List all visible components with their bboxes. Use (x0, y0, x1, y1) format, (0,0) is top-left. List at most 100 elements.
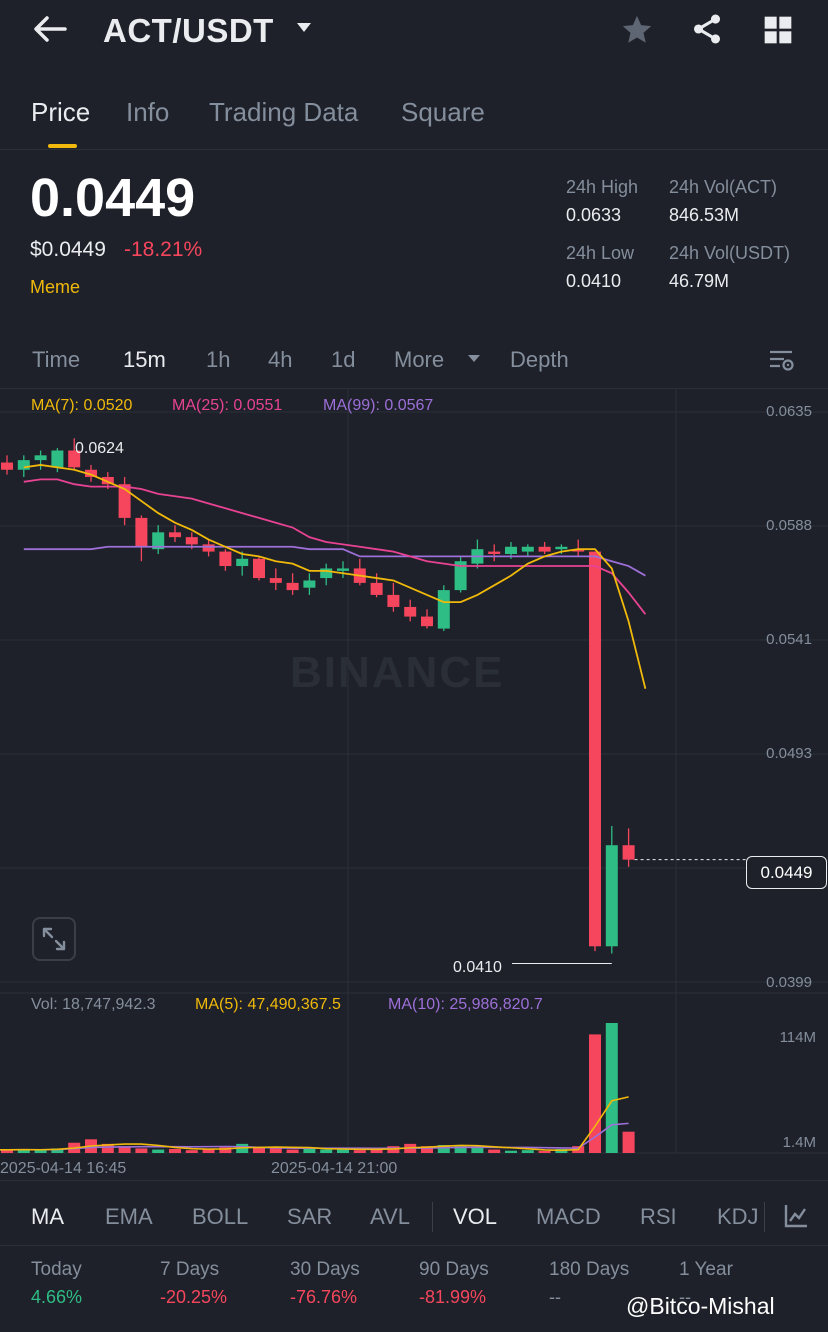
volume-bar (437, 1145, 450, 1153)
volume-bar (303, 1148, 316, 1153)
volume-bar (589, 1034, 601, 1153)
candle-body (555, 546, 568, 550)
share-icon[interactable] (690, 12, 724, 46)
interval-1h[interactable]: 1h (206, 347, 231, 372)
chart-line-icon[interactable] (783, 1203, 809, 1229)
interval-more[interactable]: More (394, 347, 445, 372)
perf-value: -- (549, 1287, 561, 1307)
chart-settings-icon[interactable] (768, 349, 796, 373)
volume-bar (152, 1149, 165, 1153)
candle-body (404, 606, 417, 617)
ma7-line (23, 464, 647, 689)
divider (0, 388, 828, 389)
caret-down-icon[interactable] (467, 354, 481, 364)
candlestick-chart[interactable] (0, 388, 828, 1178)
volume-bar (605, 1023, 618, 1153)
caret-down-icon[interactable] (296, 22, 312, 34)
candle-body (605, 845, 618, 947)
candle-body (34, 455, 47, 461)
candle-body (505, 546, 517, 554)
perf-value: -76.76% (290, 1287, 358, 1307)
candle-body (1, 462, 13, 470)
perf-value: -20.25% (160, 1287, 228, 1307)
indicator-ma[interactable]: MA (31, 1204, 64, 1229)
candle-body (589, 551, 601, 947)
volume-bar (538, 1151, 551, 1153)
volume-bar (370, 1149, 383, 1153)
star-icon[interactable] (620, 13, 654, 47)
indicator-sar[interactable]: SAR (287, 1204, 333, 1229)
interval-15m[interactable]: 15m (123, 347, 166, 372)
perf-label: 180 Days (549, 1259, 630, 1280)
y-axis-label: 0.0399 (766, 974, 812, 991)
perf-label: 1 Year (679, 1259, 733, 1280)
divider (0, 149, 828, 150)
interval-4h[interactable]: 4h (268, 347, 293, 372)
price-change: -18.21% (124, 238, 203, 261)
volume-bar (135, 1148, 148, 1153)
volume-bar (421, 1146, 433, 1153)
indicator-boll[interactable]: BOLL (192, 1204, 249, 1229)
y-axis-label: 0.0493 (766, 745, 812, 762)
indicator-macd[interactable]: MACD (536, 1204, 601, 1229)
candle-body (337, 568, 349, 571)
tab-trading-data[interactable]: Trading Data (209, 97, 359, 127)
volume-bar (118, 1146, 131, 1153)
perf-value: -81.99% (419, 1287, 487, 1307)
candle-body (219, 551, 232, 567)
candle-body (572, 549, 585, 552)
candle-body (370, 582, 383, 595)
candle-body (152, 532, 165, 550)
ma25-legend: MA(25): 0.0551 (172, 397, 283, 414)
candle-body (320, 568, 333, 579)
candle-body (454, 561, 467, 591)
active-tab-indicator (48, 144, 77, 148)
tab-price[interactable]: Price (31, 97, 91, 127)
tab-square[interactable]: Square (401, 97, 485, 127)
category-tag[interactable]: Meme (30, 277, 81, 297)
indicator-kdj[interactable]: KDJ (717, 1204, 759, 1229)
volume-ma5-line (0, 1096, 629, 1152)
ma99-line (23, 545, 646, 577)
candle-body (488, 551, 501, 554)
indicator-vol[interactable]: VOL (453, 1204, 498, 1229)
interval-time[interactable]: Time (32, 347, 81, 372)
candle-body (286, 582, 299, 591)
vol-base-label: 24h Vol(ACT) (669, 177, 778, 197)
tab-info[interactable]: Info (126, 97, 170, 127)
volume-bar (337, 1149, 349, 1153)
indicator-separator (764, 1202, 765, 1232)
high-marker-label: 0.0624 (75, 440, 124, 457)
candle-body (85, 469, 97, 477)
volume-bar (253, 1147, 265, 1153)
current-price-tag: 0.0449 (746, 856, 827, 889)
candle-body (202, 544, 215, 552)
perf-value: -- (679, 1287, 691, 1307)
indicator-avl[interactable]: AVL (370, 1204, 410, 1229)
time-axis-label: 2025-04-14 16:45 (0, 1160, 127, 1177)
candle-body (101, 476, 114, 485)
credit-watermark: @Bitco-Mishal (626, 1293, 775, 1319)
interval-depth[interactable]: Depth (510, 347, 569, 372)
indicator-ema[interactable]: EMA (105, 1204, 153, 1229)
ma7-legend: MA(7): 0.0520 (31, 397, 133, 414)
volume-ma10-legend: MA(10): 25,986,820.7 (388, 996, 543, 1013)
candle-body (538, 546, 551, 552)
candle-body (236, 558, 249, 567)
low-value: 0.0410 (566, 271, 622, 291)
volume-bar (471, 1147, 484, 1153)
y-axis-label: 0.0541 (766, 631, 812, 648)
indicator-separator (432, 1202, 433, 1232)
pair-title[interactable]: ACT/USDT (103, 12, 274, 49)
perf-value: 4.66% (31, 1287, 83, 1307)
time-axis-label: 2025-04-14 21:00 (271, 1160, 398, 1177)
interval-1d[interactable]: 1d (331, 347, 356, 372)
grid-icon[interactable] (762, 14, 794, 46)
indicator-rsi[interactable]: RSI (640, 1204, 677, 1229)
candle-body (521, 546, 534, 552)
arrow-left-icon[interactable] (32, 14, 68, 44)
perf-label: 30 Days (290, 1259, 360, 1280)
expand-icon (42, 927, 66, 951)
expand-button[interactable] (32, 917, 76, 961)
volume-bar (269, 1148, 282, 1153)
